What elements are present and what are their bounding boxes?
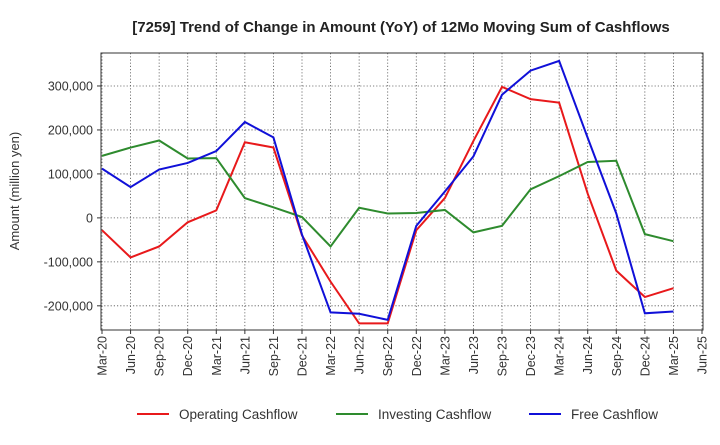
legend-label: Investing Cashflow	[378, 407, 492, 422]
legend-item-free-cashflow: Free Cashflow	[529, 407, 658, 422]
plot-frame	[100, 52, 704, 331]
x-tick-label: Mar-25	[667, 336, 681, 376]
x-tick-label: Sep-24	[610, 336, 624, 376]
x-tick-label: Dec-21	[296, 336, 310, 376]
x-tick-label: Sep-21	[267, 336, 281, 376]
x-tick-label: Mar-23	[438, 336, 452, 376]
legend-label: Free Cashflow	[571, 407, 658, 422]
x-tick-label: Jun-24	[581, 336, 595, 374]
y-tick-label: 300,000	[48, 79, 93, 93]
legend-item-investing-cashflow: Investing Cashflow	[336, 407, 492, 422]
y-tick-label: 100,000	[48, 167, 93, 181]
y-tick-label: -200,000	[44, 299, 93, 313]
x-tick-label: Jun-23	[467, 336, 481, 374]
x-tick-label: Mar-20	[96, 336, 110, 376]
x-tick-label: Dec-24	[638, 336, 652, 376]
x-tick-label: Mar-21	[210, 336, 224, 376]
series-line-operating-cashflow	[101, 85, 674, 325]
y-tick-label: 0	[86, 211, 93, 225]
legend: Operating Cashflow Investing Cashflow Free…	[137, 407, 658, 422]
y-tick-label: -100,000	[44, 255, 93, 269]
legend-label: Operating Cashflow	[179, 407, 298, 422]
y-tick-label: 200,000	[48, 123, 93, 137]
grid	[101, 53, 703, 330]
x-tick-label: Dec-20	[181, 336, 195, 376]
x-tick-label: Jun-25	[696, 336, 710, 374]
series-layer	[101, 59, 674, 325]
x-tick-label: Dec-23	[524, 336, 538, 376]
x-tick-label: Mar-24	[553, 336, 567, 376]
x-tick-label: Dec-22	[410, 336, 424, 376]
x-tick-label: Sep-23	[496, 336, 510, 376]
series-line-free-cashflow	[101, 59, 674, 322]
legend-item-operating-cashflow: Operating Cashflow	[137, 407, 298, 422]
x-tick-label: Jun-20	[124, 336, 138, 374]
x-tick-label: Sep-20	[153, 336, 167, 376]
x-tick-label: Jun-22	[353, 336, 367, 374]
x-tick-label: Mar-22	[324, 336, 338, 376]
x-tick-label: Sep-22	[381, 336, 395, 376]
y-axis: -200,000 -100,000 0 100,000 200,000 300,000	[44, 79, 101, 313]
y-axis-label: Amount (million yen)	[7, 132, 22, 251]
x-axis: Mar-20 Jun-20 Sep-20 Dec-20 Mar-21 Jun-21 Sep-…	[96, 330, 710, 376]
x-tick-label: Jun-21	[238, 336, 252, 374]
chart-title: [7259] Trend of Change in Amount (YoY) o…	[132, 19, 670, 36]
